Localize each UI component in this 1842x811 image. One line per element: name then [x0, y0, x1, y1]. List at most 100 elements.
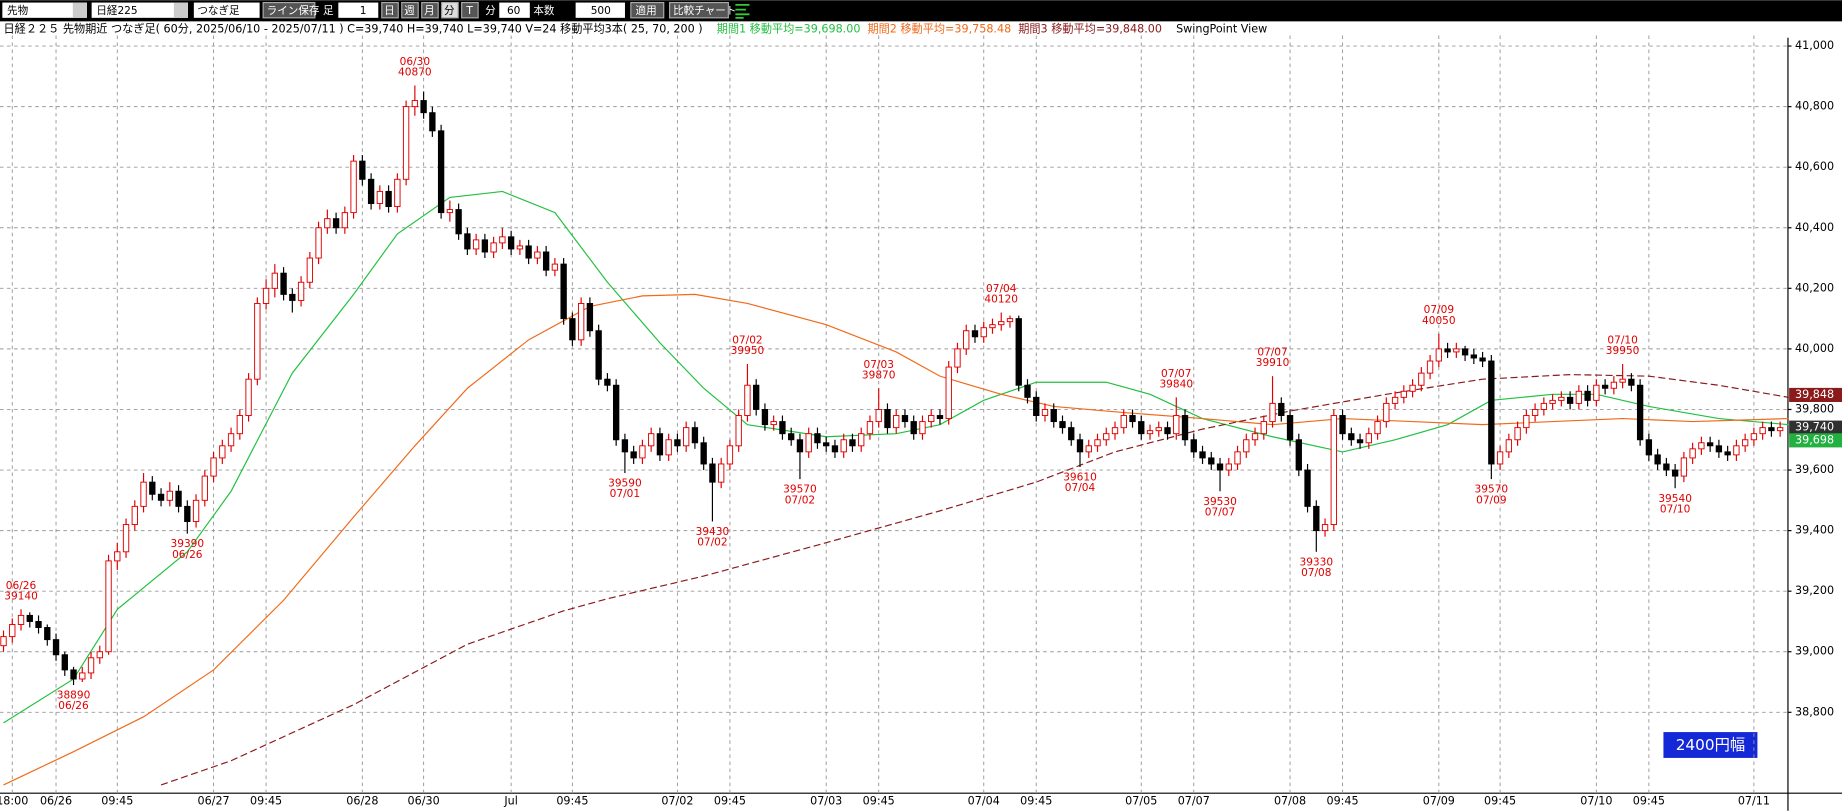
dropdown[interactable]	[72, 2, 87, 18]
candle-body	[753, 384, 760, 410]
candle-body	[96, 651, 103, 659]
candle-body	[560, 263, 567, 320]
candle-body	[1024, 384, 1031, 398]
candle-body	[901, 415, 909, 423]
swing-date: 07/04	[1065, 482, 1096, 494]
symbol-select[interactable]	[91, 2, 188, 18]
swing-date: 07/01	[610, 488, 640, 500]
moving-average	[160, 374, 1790, 786]
x-tick-label: 09:45	[101, 794, 133, 807]
price-marker-label: 39,740	[1795, 421, 1834, 434]
swing-price: 39430	[696, 526, 730, 538]
x-tick-label: 09:45	[714, 794, 746, 807]
candle-body	[1558, 396, 1565, 401]
candle-body	[735, 415, 742, 447]
candle-body	[1444, 348, 1451, 353]
candle-body	[324, 218, 331, 229]
price-marker	[1789, 387, 1842, 402]
swing-date: 06/26	[6, 580, 37, 592]
candle-body	[674, 439, 681, 447]
period-button[interactable]	[461, 1, 479, 19]
candle-body	[350, 160, 357, 214]
candle-body	[70, 669, 77, 680]
candle-body	[490, 242, 497, 253]
candle-body	[1330, 415, 1337, 526]
candle-body	[262, 287, 270, 304]
candle-body	[788, 433, 795, 441]
period-button[interactable]	[421, 1, 439, 19]
candle-body	[1068, 427, 1075, 441]
period-button-active[interactable]	[441, 1, 459, 19]
candle-body	[604, 378, 611, 386]
count-input[interactable]	[575, 2, 625, 18]
candle-body	[280, 272, 287, 295]
compare-button[interactable]	[669, 1, 729, 19]
y-tick-label: 38,800	[1795, 705, 1834, 718]
bar-input[interactable]	[338, 2, 379, 18]
swing-price: 39590	[608, 478, 642, 490]
candle-body	[1514, 427, 1521, 441]
swing-date: 07/04	[986, 283, 1017, 295]
x-tick-label: 09:45	[1633, 794, 1665, 807]
legend-entry: 期間1 移動平均=39,698.00	[717, 22, 861, 36]
x-tick-label: 06/28	[346, 794, 378, 807]
swing-price: 39870	[862, 369, 896, 381]
candle-body	[682, 427, 690, 447]
x-tick-label: 09:45	[556, 794, 588, 807]
mode-select[interactable]	[193, 2, 260, 18]
interval-input[interactable]	[499, 2, 530, 18]
candle-body	[647, 433, 655, 447]
y-tick-label: 41,000	[1795, 39, 1834, 52]
candle-body	[1733, 445, 1740, 456]
count-value: 500	[591, 5, 611, 17]
candle-body	[1680, 457, 1688, 477]
icon[interactable]	[735, 4, 750, 19]
swing-price: 39950	[1606, 345, 1640, 357]
candle-body	[1619, 378, 1626, 383]
x-tick-label: 07/09	[1423, 794, 1455, 807]
x-tick-label: Jul	[503, 794, 517, 807]
candle-body	[26, 614, 33, 622]
market-select[interactable]	[2, 2, 87, 18]
y-tick-label: 39,400	[1795, 524, 1834, 537]
candle-body	[481, 239, 489, 253]
apply-button[interactable]	[630, 1, 665, 19]
candle-body	[289, 293, 296, 301]
candle-body	[411, 100, 419, 108]
candle-body	[227, 433, 235, 447]
candle-body	[1453, 348, 1460, 353]
candle-body	[1129, 415, 1136, 423]
candle-body	[1575, 390, 1583, 404]
candle-body	[779, 421, 786, 435]
swing-price: 39570	[783, 484, 817, 496]
y-tick-label: 40,000	[1795, 342, 1834, 355]
swing-date: 06/30	[400, 56, 431, 68]
candle-body	[1488, 360, 1495, 465]
candle-body	[1505, 439, 1513, 453]
candle-body	[455, 209, 462, 235]
bar-label: 足	[323, 5, 334, 17]
period-button[interactable]	[401, 1, 419, 19]
save-button[interactable]	[262, 1, 316, 19]
price-marker-label: 39,698	[1795, 433, 1834, 446]
candle-body	[1715, 445, 1723, 453]
x-tick-label: 07/03	[810, 794, 842, 807]
candle-body	[149, 481, 156, 495]
candle-body	[1269, 402, 1276, 423]
swing-date: 06/26	[172, 549, 203, 561]
candle-body	[1278, 402, 1285, 416]
period-button[interactable]	[381, 1, 399, 19]
swing-date: 07/07	[1161, 368, 1191, 380]
bar-value: 1	[360, 5, 367, 17]
dropdown[interactable]	[173, 2, 188, 18]
badge	[1663, 732, 1758, 758]
candle-body	[1225, 463, 1232, 471]
candle-body	[359, 160, 366, 180]
candle-body	[1260, 421, 1267, 435]
candle-body	[1243, 439, 1250, 453]
candle-body	[1146, 430, 1154, 435]
candle-body	[954, 348, 961, 368]
candle-body	[1724, 451, 1731, 456]
candle-body	[875, 408, 882, 423]
